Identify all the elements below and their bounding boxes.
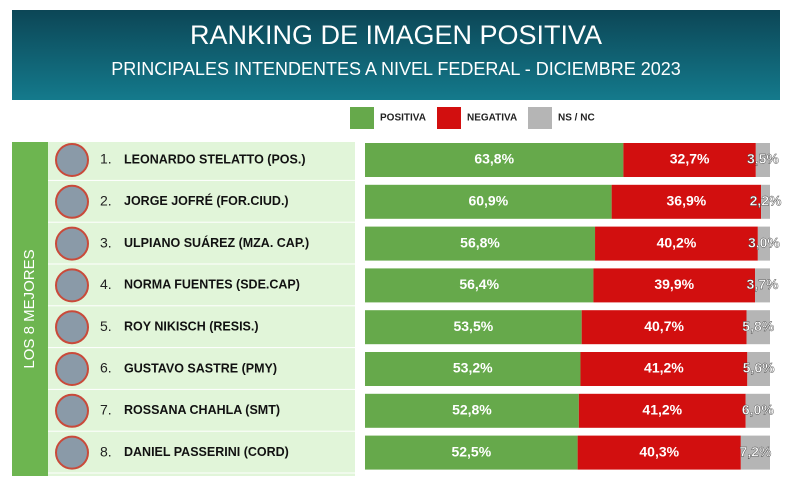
portrait	[55, 352, 89, 386]
rank: 5.	[100, 318, 112, 334]
rank: 3.	[100, 234, 112, 250]
value-label: 36,9%	[667, 193, 707, 209]
rank: 2.	[100, 193, 112, 209]
legend-label: NS / NC	[558, 113, 595, 124]
bar-segment	[365, 310, 582, 345]
bar-segment	[746, 310, 770, 345]
bar-segment	[745, 393, 770, 428]
group-label: LOS 8 MEJORES	[21, 249, 38, 368]
value-label: 56,4%	[459, 276, 499, 292]
value-label: 5,6%	[743, 360, 775, 376]
bar-segment	[593, 268, 756, 303]
bar-segment	[611, 184, 762, 219]
portrait	[55, 184, 89, 219]
bar-segment	[580, 352, 748, 386]
bar-segment	[581, 310, 747, 345]
chart-title: RANKING DE IMAGEN POSITIVA	[190, 20, 602, 50]
value-label: 3,7%	[747, 276, 779, 292]
legend-label: NEGATIVA	[467, 113, 517, 124]
portrait	[55, 435, 89, 470]
value-label: 3,0%	[748, 234, 780, 250]
value-label: 2,2%	[750, 193, 782, 209]
portrait	[55, 393, 89, 428]
row-divider	[48, 347, 355, 349]
value-label: 40,2%	[657, 234, 697, 250]
bar-segment	[577, 435, 741, 470]
legend-swatch	[528, 107, 552, 129]
value-label: 53,2%	[453, 360, 493, 376]
value-label: 32,7%	[670, 151, 710, 167]
y-tick-label: ROSSANA CHAHLA (SMT)	[124, 403, 280, 417]
value-label: 52,5%	[451, 443, 491, 459]
bar-segment	[757, 226, 770, 261]
portrait	[55, 310, 89, 345]
row-divider	[48, 263, 355, 265]
rank: 6.	[100, 360, 112, 376]
portrait	[55, 268, 89, 303]
value-label: 40,7%	[644, 318, 684, 334]
rank: 4.	[100, 276, 112, 292]
row-divider	[48, 179, 355, 181]
row-divider	[48, 221, 355, 223]
value-label: 56,8%	[460, 234, 500, 250]
value-label: 6,0%	[742, 402, 774, 418]
bar-segment	[365, 143, 624, 177]
y-tick-label: LEONARDO STELATTO (POS.)	[124, 152, 305, 166]
legend-swatch	[350, 107, 374, 129]
value-label: 3,5%	[747, 151, 779, 167]
bar-segment	[761, 184, 770, 219]
value-label: 39,9%	[654, 276, 694, 292]
bar-segment	[623, 143, 756, 177]
value-label: 7,2%	[739, 443, 771, 459]
group-band	[12, 142, 48, 476]
bar-segment	[755, 268, 770, 303]
y-tick-label: JORGE JOFRÉ (FOR.CIUD.)	[124, 193, 289, 208]
value-label: 60,9%	[468, 193, 508, 209]
bar-segment	[365, 435, 578, 470]
bar-segment	[578, 393, 746, 428]
portrait	[55, 226, 89, 261]
y-tick-label: ROY NIKISCH (RESIS.)	[124, 319, 259, 333]
value-label: 40,3%	[639, 443, 679, 459]
row-divider	[48, 305, 355, 307]
row-divider	[48, 472, 355, 474]
bar-segment	[747, 352, 770, 386]
rank: 1.	[100, 151, 112, 167]
row-divider	[48, 388, 355, 390]
bar-segment	[365, 393, 579, 428]
bar-segment	[595, 226, 758, 261]
y-tick-label: ULPIANO SUÁREZ (MZA. CAP.)	[124, 235, 309, 250]
portrait	[55, 143, 89, 177]
bar-segment	[365, 226, 596, 261]
rank: 7.	[100, 402, 112, 418]
bar-segment	[365, 352, 581, 386]
value-label: 52,8%	[452, 402, 492, 418]
value-label: 53,5%	[453, 318, 493, 334]
row-divider	[48, 430, 355, 432]
chart-subtitle: PRINCIPALES INTENDENTES A NIVEL FEDERAL …	[111, 59, 681, 79]
value-label: 41,2%	[644, 360, 684, 376]
names-panel	[48, 142, 355, 476]
value-label: 41,2%	[642, 402, 682, 418]
value-label: 63,8%	[474, 151, 514, 167]
y-tick-label: DANIEL PASSERINI (CORD)	[124, 445, 289, 459]
value-label: 5,8%	[742, 318, 774, 334]
legend-swatch	[437, 107, 461, 129]
y-tick-label: GUSTAVO SASTRE (PMY)	[124, 361, 277, 375]
bar-segment	[365, 184, 612, 219]
y-tick-label: NORMA FUENTES (SDE.CAP)	[124, 278, 300, 292]
bar-segment	[365, 268, 594, 303]
rank: 8.	[100, 443, 112, 459]
bar-segment	[740, 435, 770, 470]
bar-segment	[755, 143, 770, 177]
legend-label: POSITIVA	[380, 113, 426, 124]
header-band	[12, 10, 780, 100]
